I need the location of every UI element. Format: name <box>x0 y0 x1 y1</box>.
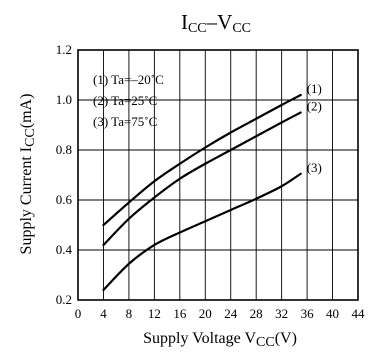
x-tick-label: 20 <box>199 306 212 321</box>
legend-entry-3: (3) Ta=75˚C <box>93 114 157 129</box>
series-line-3 <box>102 172 302 292</box>
x-tick-label: 8 <box>126 306 133 321</box>
x-tick-label: 12 <box>148 306 161 321</box>
grid <box>77 49 359 301</box>
x-tick-label: 44 <box>352 306 366 321</box>
x-tick-label: 4 <box>100 306 107 321</box>
y-axis-label: Supply Current ICC(mA) <box>18 94 38 255</box>
legend-entry-2: (2) Ta=25˚C <box>93 93 157 108</box>
y-tick-label: 0.4 <box>56 242 73 257</box>
series-label-1: (1) <box>307 81 322 96</box>
x-tick-label: 28 <box>250 306 263 321</box>
y-tick-label: 0.2 <box>56 292 72 307</box>
y-tick-label: 0.6 <box>56 192 73 207</box>
y-tick-label: 0.8 <box>56 142 72 157</box>
y-tick-label: 1.2 <box>56 42 72 57</box>
x-tick-label: 24 <box>224 306 238 321</box>
series-group: (1) (2) (3) <box>102 81 322 292</box>
x-tick-label: 32 <box>275 306 288 321</box>
x-tick-label: 16 <box>173 306 187 321</box>
legend-entry-1: (1) Ta=–20˚C <box>93 72 164 87</box>
legend: (1) Ta=–20˚C (2) Ta=25˚C (3) Ta=75˚C <box>93 72 164 129</box>
series-line-2 <box>102 111 302 247</box>
y-tick-label: 1.0 <box>56 92 72 107</box>
series-label-2: (2) <box>307 99 322 114</box>
series-label-3: (3) <box>307 160 322 175</box>
chart-title: ICC–VCC <box>181 10 251 36</box>
plot-frame <box>77 49 359 301</box>
x-axis-ticks: 0 4 8 12 16 20 24 28 32 36 40 44 <box>75 306 365 321</box>
series-line-1 <box>102 93 302 227</box>
x-tick-label: 36 <box>301 306 315 321</box>
x-tick-label: 40 <box>326 306 339 321</box>
x-axis-label: Supply Voltage VCC(V) <box>143 330 297 350</box>
y-axis-ticks: 0.2 0.4 0.6 0.8 1.0 1.2 <box>56 42 73 307</box>
x-tick-label: 0 <box>75 306 82 321</box>
